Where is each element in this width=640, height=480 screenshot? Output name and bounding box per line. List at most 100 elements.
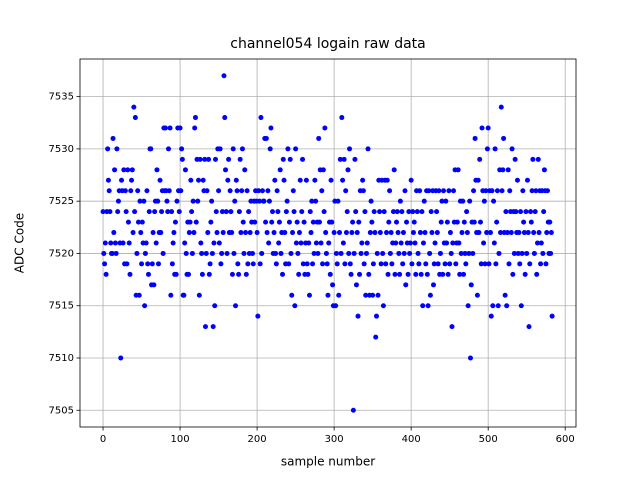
point — [213, 209, 219, 215]
point — [427, 292, 433, 298]
point — [347, 261, 353, 267]
point — [179, 146, 185, 152]
point — [212, 156, 218, 162]
point — [464, 209, 470, 215]
point — [513, 209, 519, 215]
point — [413, 271, 419, 277]
point — [141, 198, 147, 204]
point — [355, 313, 361, 319]
point — [287, 156, 293, 162]
point — [177, 125, 183, 131]
point — [204, 188, 210, 194]
point — [290, 188, 296, 194]
point — [426, 188, 432, 194]
point — [397, 271, 403, 277]
point — [105, 177, 111, 183]
point — [234, 188, 240, 194]
point — [316, 135, 322, 141]
point — [198, 240, 204, 246]
point — [458, 250, 464, 256]
point — [189, 209, 195, 215]
point — [168, 292, 174, 298]
point — [295, 250, 301, 256]
y-tick-label: 7520 — [49, 248, 74, 259]
point — [462, 250, 468, 256]
point — [441, 188, 447, 194]
point — [373, 313, 379, 319]
point — [400, 261, 406, 267]
point — [444, 219, 450, 225]
point — [361, 261, 367, 267]
point — [190, 198, 196, 204]
point — [173, 271, 179, 277]
point — [292, 303, 298, 309]
point — [256, 198, 262, 204]
point — [205, 230, 211, 236]
point — [134, 250, 140, 256]
point — [445, 271, 451, 277]
point — [454, 219, 460, 225]
point — [181, 292, 187, 298]
point — [466, 250, 472, 256]
point — [125, 167, 131, 173]
point — [479, 125, 485, 131]
point — [167, 125, 173, 131]
point — [169, 261, 175, 267]
point — [254, 230, 260, 236]
point — [149, 261, 155, 267]
point — [300, 156, 306, 162]
point — [280, 156, 286, 162]
point — [461, 271, 467, 277]
point — [431, 261, 437, 267]
point — [182, 167, 188, 173]
point — [291, 209, 297, 215]
point — [353, 282, 359, 288]
point — [494, 219, 500, 225]
point — [144, 188, 150, 194]
point — [422, 230, 428, 236]
point — [328, 177, 334, 183]
point — [121, 167, 127, 173]
point — [491, 198, 497, 204]
point — [504, 303, 510, 309]
point — [110, 135, 116, 141]
x-tick-label: 100 — [171, 434, 190, 445]
point — [269, 219, 275, 225]
point — [202, 324, 208, 330]
point — [271, 230, 277, 236]
point — [405, 271, 411, 277]
point — [206, 271, 212, 277]
point — [155, 198, 161, 204]
point — [309, 198, 315, 204]
point — [360, 177, 366, 183]
point — [224, 250, 230, 256]
point — [225, 177, 231, 183]
point — [456, 240, 462, 246]
point — [306, 240, 312, 246]
point — [316, 219, 322, 225]
point — [478, 261, 484, 267]
point — [506, 261, 512, 267]
point — [174, 198, 180, 204]
point — [430, 282, 436, 288]
point — [323, 230, 329, 236]
point — [112, 240, 118, 246]
point — [264, 230, 270, 236]
point — [374, 250, 380, 256]
point — [500, 167, 506, 173]
point — [508, 230, 514, 236]
point — [281, 177, 287, 183]
point — [394, 209, 400, 215]
point — [315, 250, 321, 256]
point — [393, 240, 399, 246]
point — [519, 250, 525, 256]
point — [451, 188, 457, 194]
point — [273, 250, 279, 256]
point — [146, 209, 152, 215]
point — [223, 209, 229, 215]
point — [351, 250, 357, 256]
point — [450, 240, 456, 246]
point — [274, 188, 280, 194]
point — [131, 104, 137, 110]
point — [460, 198, 466, 204]
